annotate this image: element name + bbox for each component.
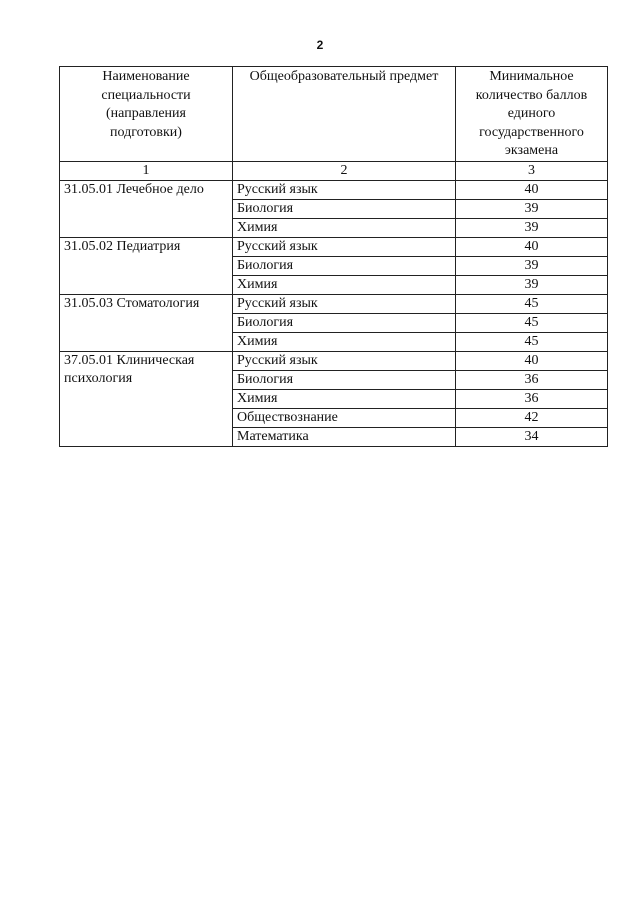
table-row: 31.05.03 Стоматология Русский язык 45 (59, 293, 608, 352)
subject-cell: Биология (232, 255, 456, 276)
score-cell: 45 (455, 293, 608, 314)
score-cell: 45 (455, 331, 608, 352)
subject-cell: Биология (232, 369, 456, 390)
header-subject: Общеобразовательный предмет (232, 66, 456, 162)
header-line: (направления (106, 106, 186, 121)
header-line: экзамена (504, 143, 559, 158)
table-row: Химия 36 (60, 388, 608, 409)
header-line: Минимальное (489, 69, 574, 84)
table-row: 37.05.01 Клиническая психология Русский я… (59, 350, 608, 447)
table-row: Биология 45 (60, 312, 608, 333)
header-line: государственного (479, 124, 584, 140)
score-cell: 39 (455, 274, 608, 295)
table-row: Биология 36 (60, 369, 608, 390)
header-line: Наименование (102, 69, 190, 84)
score-cell: 39 (455, 255, 608, 276)
page-number: 2 (316, 38, 324, 52)
table-row: 31.05.01 Лечебное дело Русский язык 40 (59, 179, 608, 238)
header-line: единого (507, 106, 556, 121)
table-row: 31.05.02 Педиатрия Русский язык 40 (59, 236, 608, 295)
header-specialty: Наименование специальности (направления под… (59, 66, 233, 162)
specialty-cell: 31.05.02 Педиатрия (59, 236, 233, 295)
table-row: Математика 34 (60, 426, 608, 447)
score-cell: 45 (455, 312, 608, 333)
subject-cell: Русский язык (232, 293, 456, 314)
score-cell: 40 (455, 179, 608, 200)
subject-cell: Русский язык (232, 236, 456, 257)
subject-cell: Математика (232, 426, 456, 447)
header-line: Общеобразовательный предмет (249, 69, 439, 84)
header-line: подготовки) (110, 124, 182, 140)
score-cell: 39 (455, 217, 608, 238)
column-number: 2 (232, 160, 456, 181)
specialty-cell: 31.05.03 Стоматология (59, 293, 233, 352)
score-cell: 40 (455, 350, 608, 371)
score-cell: 36 (455, 369, 608, 390)
subject-cell: Обществознание (232, 407, 456, 428)
specialty-cell: 31.05.01 Лечебное дело (59, 179, 233, 238)
subject-cell: Русский язык (232, 179, 456, 200)
specialty-cell: 37.05.01 Клиническая психология (59, 350, 233, 447)
header-line: количество баллов (475, 87, 588, 103)
score-cell: 42 (455, 407, 608, 428)
min-scores-table: Наименование специальности (направления под… (59, 66, 608, 447)
subject-cell: Биология (232, 198, 456, 219)
column-number: 1 (59, 160, 233, 181)
subject-cell: Русский язык (232, 350, 456, 371)
header-line: специальности (101, 87, 191, 103)
table-row: Обществознание 42 (60, 407, 608, 428)
subject-cell: Химия (232, 217, 456, 238)
subject-cell: Химия (232, 331, 456, 352)
score-cell: 40 (455, 236, 608, 257)
table-row: Биология 39 (60, 255, 608, 276)
subject-cell: Химия (232, 274, 456, 295)
header-row: Наименование специальности (направления под… (59, 66, 608, 162)
score-cell: 34 (455, 426, 608, 447)
score-cell: 39 (455, 198, 608, 219)
subject-cell: Биология (232, 312, 456, 333)
column-number-row: 1 2 3 (59, 160, 608, 181)
score-cell: 36 (455, 388, 608, 409)
column-number: 3 (455, 160, 608, 181)
header-min-score: Минимальное количество баллов единого госуд… (455, 66, 608, 162)
subject-cell: Химия (232, 388, 456, 409)
